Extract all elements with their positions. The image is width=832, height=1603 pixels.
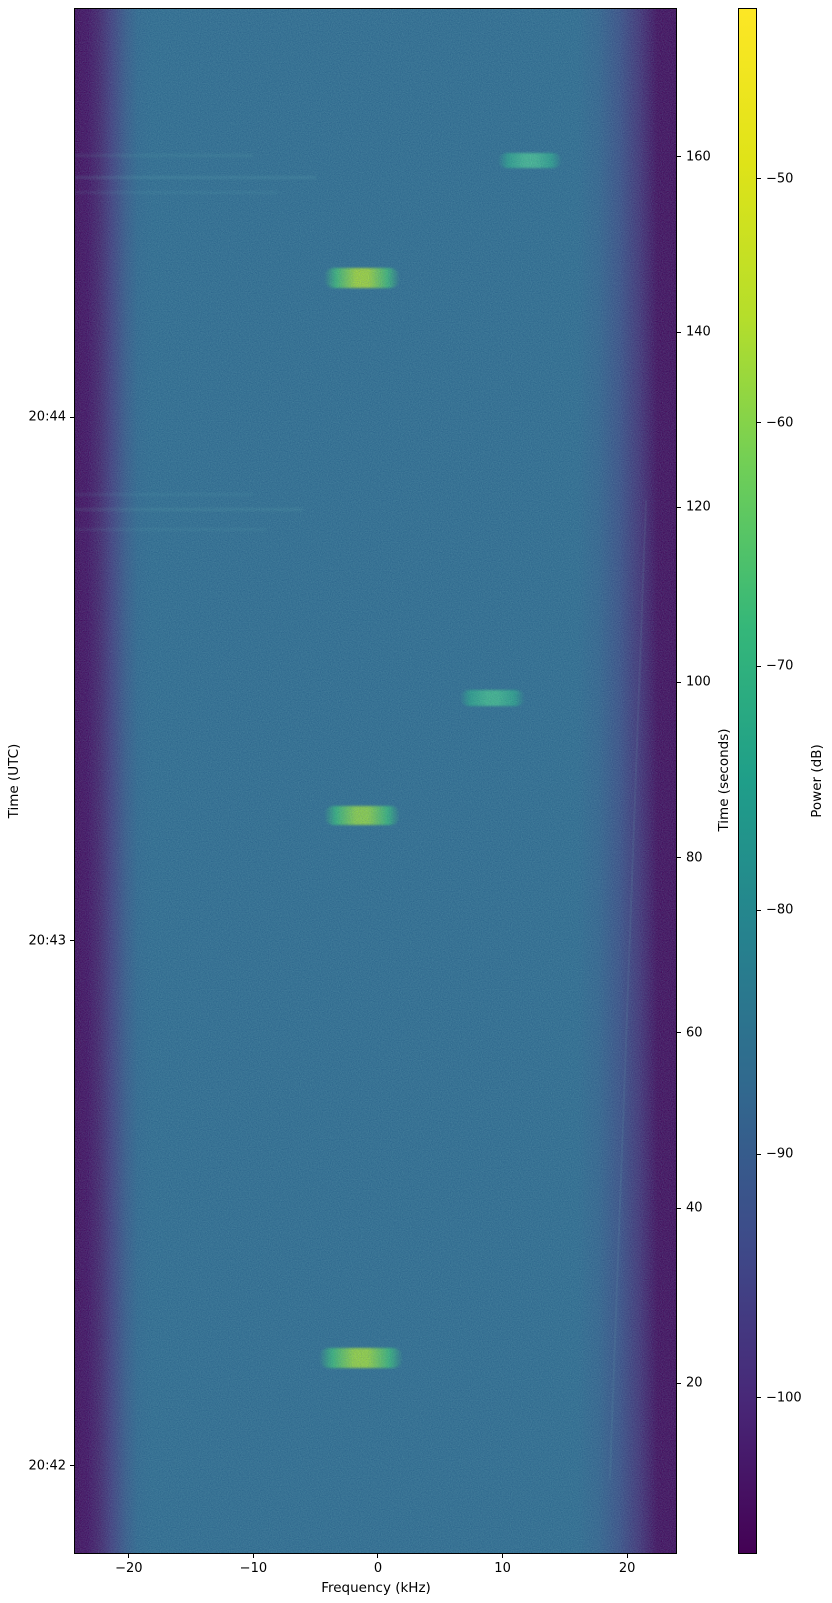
x-tick-mark <box>502 1554 504 1558</box>
seconds-tick-label: 140 <box>686 324 711 340</box>
seconds-tick-label: 60 <box>686 1025 703 1041</box>
y-axis-label-left: Time (UTC) <box>6 743 22 819</box>
seconds-tick-label: 160 <box>686 149 711 165</box>
colorbar-label: Power (dB) <box>809 744 825 818</box>
utc-tick-label: 20:44 <box>28 409 66 425</box>
seconds-tick-label: 120 <box>686 499 711 515</box>
seconds-tick-label: 80 <box>686 850 703 866</box>
colorbar-tick-mark <box>757 178 761 180</box>
y-axis-label-right: Time (seconds) <box>716 728 732 832</box>
spectrogram-canvas <box>74 8 677 1554</box>
seconds-tick-mark <box>677 857 681 859</box>
seconds-tick-label: 100 <box>686 674 711 690</box>
seconds-tick-mark <box>677 1382 681 1384</box>
noise-texture <box>74 8 677 1554</box>
x-tick-mark <box>252 1554 254 1558</box>
utc-tick-mark <box>70 940 74 942</box>
utc-tick-mark <box>70 1465 74 1467</box>
utc-tick-label: 20:43 <box>28 933 66 949</box>
x-axis-label: Frequency (kHz) <box>321 1580 431 1596</box>
x-tick-label: 0 <box>373 1561 383 1576</box>
colorbar-tick-label: −60 <box>766 415 794 431</box>
colorbar-tick-mark <box>757 1397 761 1399</box>
seconds-tick-mark <box>677 331 681 333</box>
colorbar-tick-mark <box>757 1153 761 1155</box>
x-tick-mark <box>626 1554 628 1558</box>
colorbar-tick-label: −90 <box>766 1146 794 1162</box>
x-tick-mark <box>377 1554 379 1558</box>
colorbar-tick-label: −70 <box>766 658 794 674</box>
x-tick-label: −10 <box>239 1561 268 1576</box>
seconds-tick-mark <box>677 506 681 508</box>
x-tick-label: −20 <box>115 1561 143 1576</box>
colorbar-tick-mark <box>757 665 761 667</box>
colorbar-tick-label: −100 <box>766 1390 802 1406</box>
colorbar-tick-label: −80 <box>766 902 794 918</box>
seconds-tick-mark <box>677 1207 681 1209</box>
colorbar-tick-mark <box>757 422 761 424</box>
colorbar-tick-mark <box>757 909 761 911</box>
seconds-tick-mark <box>677 681 681 683</box>
colorbar-tick-label: −50 <box>766 171 794 187</box>
x-tick-label: 20 <box>618 1561 636 1576</box>
seconds-tick-mark <box>677 1032 681 1034</box>
x-tick-label: 10 <box>494 1561 511 1576</box>
utc-tick-label: 20:42 <box>28 1458 66 1474</box>
x-tick-mark <box>128 1554 130 1558</box>
colorbar-gradient <box>738 8 757 1554</box>
seconds-tick-label: 40 <box>686 1200 703 1216</box>
colorbar <box>738 8 757 1554</box>
seconds-tick-label: 20 <box>686 1375 703 1391</box>
utc-tick-mark <box>70 416 74 418</box>
seconds-tick-mark <box>677 156 681 158</box>
